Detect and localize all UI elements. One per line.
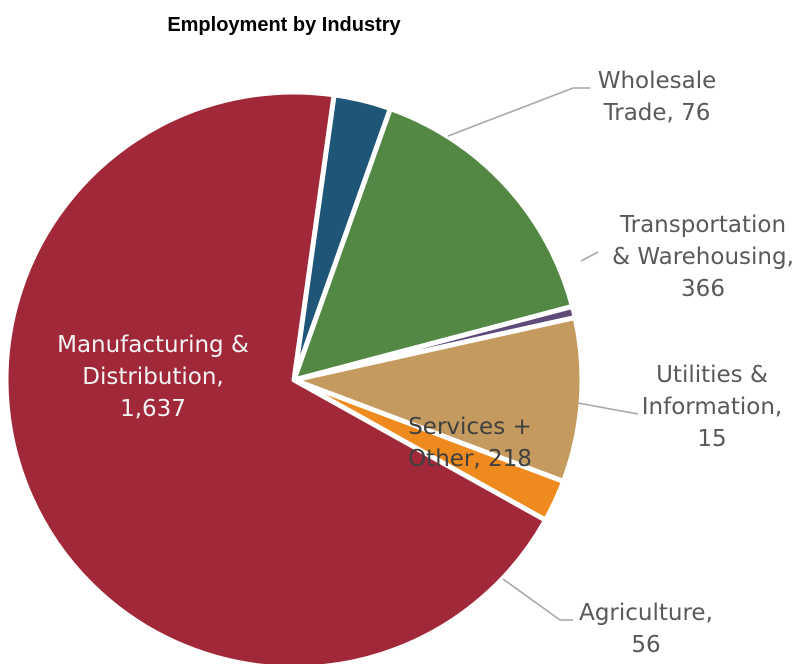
leader-line-agriculture [502,578,573,621]
pie-slices [3,89,585,664]
data-label-utilities-information: Utilities & Information, 15 [642,362,782,452]
leader-line-wholesale-trade [447,87,590,137]
leader-line-transportation-warehousing [580,251,599,262]
data-label-agriculture: Agriculture, 56 [579,600,713,658]
leader-line-utilities-information [577,402,639,415]
slice-manufacturing-distribution [3,89,549,664]
chart-title: Employment by Industry [167,14,401,36]
slice-services-other [291,315,585,484]
data-label-wholesale-trade: Wholesale Trade, 76 [598,68,717,126]
data-label-services-other: Services + Other, 218 [408,414,532,472]
slice-labels: Wholesale Trade, 76 Transportation & Wareho… [57,68,794,658]
data-label-manufacturing-distribution: Manufacturing & Distribution, 1,637 [57,332,249,422]
data-label-transportation-warehousing: Transportation & Warehousing, 366 [612,212,794,302]
slice-transportation-warehousing [291,106,575,383]
leader-lines [447,87,639,621]
